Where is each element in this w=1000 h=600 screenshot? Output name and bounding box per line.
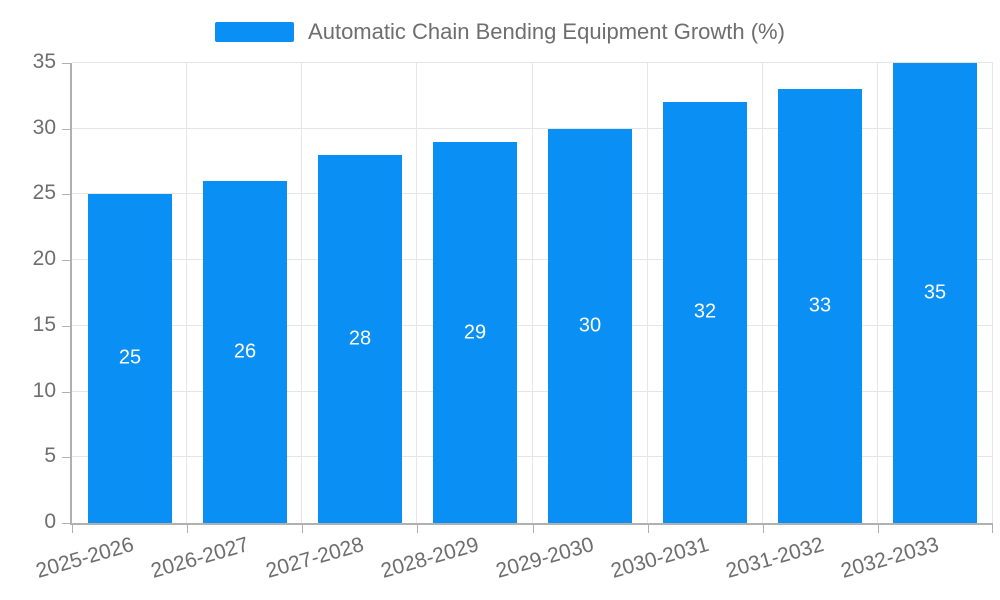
bar-value-label: 35 bbox=[923, 281, 947, 304]
bar[interactable]: 25 bbox=[88, 194, 172, 523]
bar[interactable]: 33 bbox=[778, 89, 862, 523]
y-axis-line bbox=[70, 63, 72, 525]
bar[interactable]: 30 bbox=[548, 129, 632, 523]
bar-value-label: 33 bbox=[808, 294, 832, 317]
x-gridline bbox=[877, 63, 878, 523]
bar-value-label: 29 bbox=[463, 321, 487, 344]
x-gridline bbox=[532, 63, 533, 523]
x-axis-tick bbox=[417, 525, 418, 533]
y-axis-tick bbox=[62, 457, 70, 459]
x-gridline bbox=[762, 63, 763, 523]
bar[interactable]: 28 bbox=[318, 155, 402, 523]
bar-value-label: 26 bbox=[233, 340, 257, 363]
x-axis-tick bbox=[992, 525, 993, 533]
bar[interactable]: 32 bbox=[663, 102, 747, 523]
x-axis-tick bbox=[302, 525, 303, 533]
bar[interactable]: 29 bbox=[433, 142, 517, 523]
bar-value-label: 25 bbox=[118, 346, 142, 369]
y-axis-tick bbox=[62, 128, 70, 130]
y-axis-tick-label: 25 bbox=[32, 181, 56, 205]
x-axis-tick bbox=[72, 525, 73, 533]
y-axis-tick-label: 20 bbox=[32, 247, 56, 271]
y-axis-tick bbox=[62, 523, 70, 524]
bar[interactable]: 35 bbox=[893, 63, 977, 523]
x-axis-tick bbox=[878, 525, 879, 533]
bar-value-label: 32 bbox=[693, 300, 717, 323]
legend-label: Automatic Chain Bending Equipment Growth… bbox=[308, 19, 785, 44]
x-gridline bbox=[992, 63, 993, 523]
bar[interactable]: 26 bbox=[203, 181, 287, 523]
x-gridline bbox=[416, 63, 417, 523]
y-axis-tick bbox=[62, 194, 70, 196]
y-axis-tick bbox=[62, 325, 70, 327]
x-axis-tick bbox=[763, 525, 764, 533]
x-axis-tick bbox=[187, 525, 188, 533]
x-gridline bbox=[186, 63, 187, 523]
x-axis-tick bbox=[648, 525, 649, 533]
y-axis-tick-label: 10 bbox=[32, 378, 56, 402]
y-axis-tick bbox=[62, 260, 70, 262]
x-gridline bbox=[647, 63, 648, 523]
y-axis-tick-label: 35 bbox=[32, 50, 56, 74]
y-axis-tick-label: 0 bbox=[44, 510, 56, 534]
legend-color-swatch bbox=[215, 22, 295, 42]
x-gridline bbox=[301, 63, 302, 523]
y-axis-tick bbox=[62, 63, 70, 64]
y-axis-tick bbox=[62, 391, 70, 393]
legend-item[interactable]: Automatic Chain Bending Equipment Growth… bbox=[215, 19, 785, 45]
y-axis-tick-label: 15 bbox=[32, 312, 56, 336]
bar-value-label: 28 bbox=[348, 327, 372, 350]
x-axis-line bbox=[70, 523, 993, 525]
y-axis-tick-label: 5 bbox=[44, 444, 56, 468]
bar-value-label: 30 bbox=[578, 314, 602, 337]
y-axis-tick-label: 30 bbox=[32, 115, 56, 139]
y-gridline bbox=[72, 62, 993, 63]
plot-area: 0 5 10 15 20 25 30 35 25 2025-2026 26 2026-2027 28 20… bbox=[33, 50, 993, 583]
x-axis-tick bbox=[533, 525, 534, 533]
legend: Automatic Chain Bending Equipment Growth… bbox=[0, 18, 1000, 46]
